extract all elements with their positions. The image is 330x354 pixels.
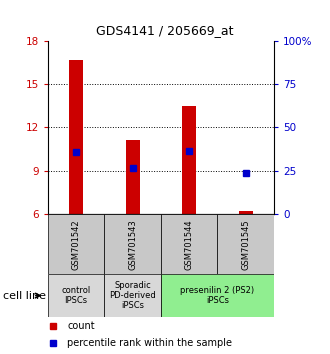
Text: count: count [67, 321, 95, 331]
Bar [182, 106, 196, 214]
Text: GSM701545: GSM701545 [241, 219, 250, 270]
Bar [239, 211, 253, 214]
Text: GDS4141 / 205669_at: GDS4141 / 205669_at [96, 24, 234, 36]
Text: GSM701543: GSM701543 [128, 219, 137, 270]
Bar [217, 214, 274, 274]
Text: cell line: cell line [3, 291, 46, 301]
Text: GSM701542: GSM701542 [72, 219, 81, 270]
Text: GSM701544: GSM701544 [184, 219, 194, 270]
Bar [161, 274, 274, 317]
Text: Sporadic
PD-derived
iPSCs: Sporadic PD-derived iPSCs [109, 281, 156, 310]
Text: percentile rank within the sample: percentile rank within the sample [67, 338, 232, 348]
Bar [48, 274, 104, 317]
Text: presenilin 2 (PS2)
iPSCs: presenilin 2 (PS2) iPSCs [180, 286, 254, 305]
Bar [69, 59, 83, 214]
Bar [104, 274, 161, 317]
Text: control
IPSCs: control IPSCs [61, 286, 91, 305]
Bar [48, 214, 104, 274]
Bar [125, 141, 140, 214]
Bar [161, 214, 217, 274]
Bar [104, 214, 161, 274]
